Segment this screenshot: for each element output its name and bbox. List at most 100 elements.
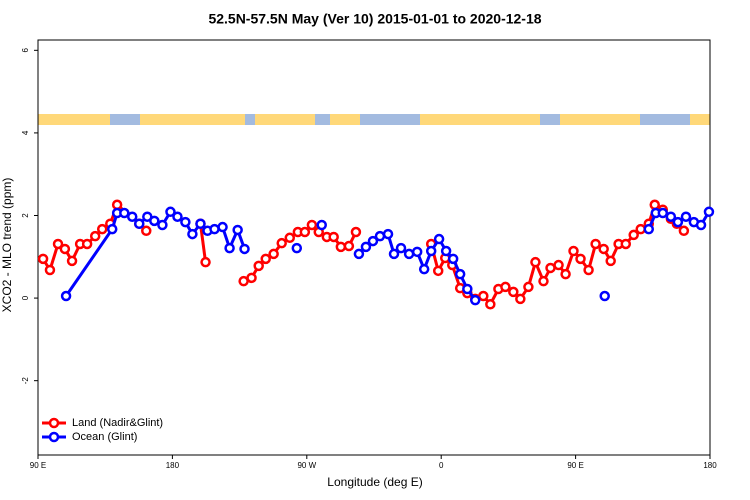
data-point <box>276 237 287 249</box>
land-band <box>420 114 540 125</box>
data-point <box>469 294 481 306</box>
data-point <box>284 232 296 244</box>
data-point <box>353 248 365 260</box>
data-point <box>432 265 444 277</box>
data-point <box>187 228 198 240</box>
data-point <box>360 241 372 253</box>
data-point <box>180 216 191 228</box>
data-point <box>232 224 243 236</box>
map-strip <box>38 114 710 125</box>
data-point <box>141 225 152 237</box>
data-point <box>590 238 601 250</box>
data-point <box>268 248 279 260</box>
data-point <box>133 218 145 230</box>
data-point <box>605 255 616 267</box>
data-point <box>478 290 489 302</box>
data-point <box>649 199 660 211</box>
data-point <box>678 225 690 237</box>
data-point <box>217 221 228 233</box>
data-point <box>635 223 646 235</box>
data-point <box>96 223 108 235</box>
data-point <box>598 243 609 255</box>
data-point <box>89 230 101 242</box>
data-point <box>343 240 355 252</box>
data-point <box>126 211 138 222</box>
data-point <box>106 223 118 235</box>
legend-label: Ocean (Glint) <box>72 431 137 443</box>
data-point <box>316 219 327 231</box>
data-point <box>599 290 610 302</box>
y-tick-label: 4 <box>21 130 30 135</box>
data-point <box>52 238 64 250</box>
data-point <box>253 260 264 272</box>
x-axis-label: Longitude (deg E) <box>327 475 422 489</box>
data-point <box>246 272 257 284</box>
data-point <box>395 242 407 254</box>
data-point <box>447 253 459 265</box>
data-point <box>545 262 556 274</box>
data-point <box>523 281 534 293</box>
legend-marker <box>48 417 60 429</box>
data-point <box>374 230 386 242</box>
data-point <box>149 215 160 227</box>
x-tick-label: 90 W <box>297 461 316 470</box>
data-point <box>560 268 571 280</box>
data-point <box>382 228 394 240</box>
y-axis-label: XCO2 - MLO trend (ppm) <box>0 178 14 313</box>
data-point <box>643 223 655 235</box>
data-point <box>583 264 594 276</box>
series-line <box>198 223 208 263</box>
data-point <box>291 242 303 254</box>
data-point <box>44 264 56 276</box>
data-point <box>485 299 496 310</box>
data-point <box>500 281 511 293</box>
data-point <box>680 211 692 222</box>
data-point <box>620 238 632 250</box>
data-point <box>37 253 49 265</box>
data-point <box>119 207 130 219</box>
data-point <box>157 219 168 231</box>
data-point <box>433 233 445 245</box>
ocean-band <box>38 114 710 125</box>
data-point <box>209 223 220 235</box>
data-point <box>350 226 362 238</box>
data-point <box>538 275 549 287</box>
data-point <box>508 286 519 298</box>
data-point <box>388 248 400 260</box>
data-point <box>462 283 473 295</box>
data-point <box>165 206 176 218</box>
data-point <box>665 211 677 222</box>
land-band <box>330 114 360 125</box>
data-point <box>260 253 271 265</box>
data-point <box>195 218 206 230</box>
x-tick-label: 180 <box>703 461 717 470</box>
data-point <box>553 259 564 271</box>
data-point <box>172 211 183 222</box>
data-point <box>335 241 347 253</box>
data-point <box>66 255 78 267</box>
data-point <box>454 268 466 280</box>
data-point <box>568 245 579 257</box>
data-point <box>60 290 72 302</box>
data-point <box>440 245 452 257</box>
x-tick-label: 180 <box>166 461 180 470</box>
data-point <box>111 199 123 211</box>
x-tick-label: 90 E <box>567 461 583 470</box>
data-point <box>306 219 318 231</box>
data-point <box>200 256 211 268</box>
plot-frame <box>37 39 711 456</box>
data-point <box>703 206 715 218</box>
data-point <box>515 293 526 305</box>
land-band <box>560 114 640 125</box>
legend-marker <box>48 431 60 443</box>
data-point <box>695 219 707 231</box>
data-point <box>425 245 437 257</box>
data-point <box>672 216 684 228</box>
data-point <box>575 253 586 265</box>
land-band <box>140 114 245 125</box>
y-tick-label: 0 <box>21 295 30 300</box>
data-point <box>299 226 311 238</box>
chart-title: 52.5N-57.5N May (Ver 10) 2015-01-01 to 2… <box>208 11 541 27</box>
data-point <box>81 238 93 250</box>
